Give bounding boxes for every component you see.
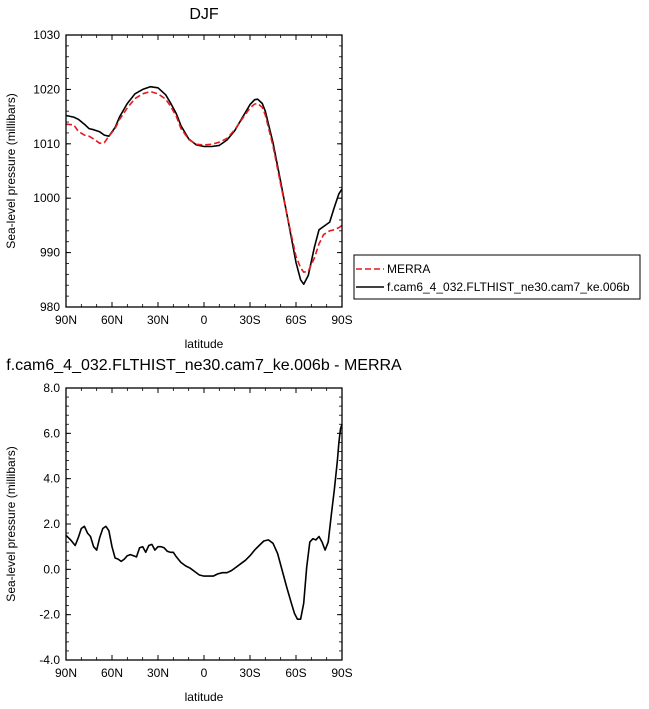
- x-tick-label-top-3: 0: [201, 313, 208, 327]
- y-tick-label-bottom-2: 0.0: [43, 562, 60, 576]
- legend-box: [353, 254, 641, 300]
- y-tick-label-bottom-0: -4.0: [39, 653, 60, 667]
- x-tick-label-top-6: 90S: [331, 313, 352, 327]
- y-tick-label-bottom-4: 4.0: [43, 472, 60, 486]
- y-tick-label-top-4: 1020: [33, 82, 60, 96]
- x-tick-label-top-4: 30S: [239, 313, 260, 327]
- y-tick-label-top-2: 1000: [33, 191, 60, 205]
- y-tick-label-bottom-1: -2.0: [39, 608, 60, 622]
- series-line-top-0: [65, 90, 343, 274]
- x-axis-label-top: latitude: [185, 337, 224, 351]
- x-tick-label-bottom-6: 90S: [331, 666, 352, 680]
- y-axis-label-top: Sea-level pressure (millibars): [4, 93, 18, 248]
- y-tick-label-bottom-3: 2.0: [43, 517, 60, 531]
- plot-area-bottom: 90N 60N 30N 0 30S 60S 90S -4.0 -2.0 0.0 2.0 4.0 6.0 8…: [39, 381, 352, 680]
- panel-top: DJF Sea-level pressure (millibars) latit…: [4, 6, 641, 351]
- chart-title-top: DJF: [189, 6, 219, 23]
- x-tick-label-bottom-5: 60S: [285, 666, 306, 680]
- x-axis-label-bottom: latitude: [185, 690, 224, 704]
- panel-bottom: f.cam6_4_032.FLTHIST_ne30.cam7_ke.006b -…: [4, 357, 402, 704]
- x-tick-label-bottom-2: 30N: [147, 666, 169, 680]
- x-tick-label-bottom-0: 90N: [55, 666, 77, 680]
- plot-frame-top: [65, 34, 343, 308]
- x-tick-label-bottom-3: 0: [201, 666, 208, 680]
- y-tick-label-top-1: 990: [40, 246, 60, 260]
- y-axis-label-bottom: Sea-level pressure (millibars): [4, 446, 18, 601]
- x-tick-label-top-2: 30N: [147, 313, 169, 327]
- legend-label-model: f.cam6_4_032.FLTHIST_ne30.cam7_ke.006b: [387, 280, 630, 294]
- series-line-bottom-0: [65, 424, 343, 621]
- y-tick-label-top-5: 1030: [33, 28, 60, 42]
- x-tick-label-bottom-4: 30S: [239, 666, 260, 680]
- legend-label-merra: MERRA: [387, 262, 430, 276]
- x-tick-label-top-5: 60S: [285, 313, 306, 327]
- series-line-top-1: [65, 85, 343, 286]
- x-tick-label-top-1: 60N: [101, 313, 123, 327]
- x-tick-label-top-0: 90N: [55, 313, 77, 327]
- y-tick-label-bottom-6: 8.0: [43, 381, 60, 395]
- y-tick-label-top-3: 1010: [33, 137, 60, 151]
- plot-frame-bottom: [65, 387, 343, 661]
- plot-area-top: 90N 60N 30N 0 30S 60S 90S 980 990 1000 1010 1020 103…: [33, 28, 352, 327]
- x-tick-label-bottom-1: 60N: [101, 666, 123, 680]
- y-tick-label-top-0: 980: [40, 300, 60, 314]
- legend: MERRA f.cam6_4_032.FLTHIST_ne30.cam7_ke.…: [353, 254, 641, 300]
- chart-title-bottom: f.cam6_4_032.FLTHIST_ne30.cam7_ke.006b -…: [6, 357, 402, 374]
- y-tick-label-bottom-5: 6.0: [43, 426, 60, 440]
